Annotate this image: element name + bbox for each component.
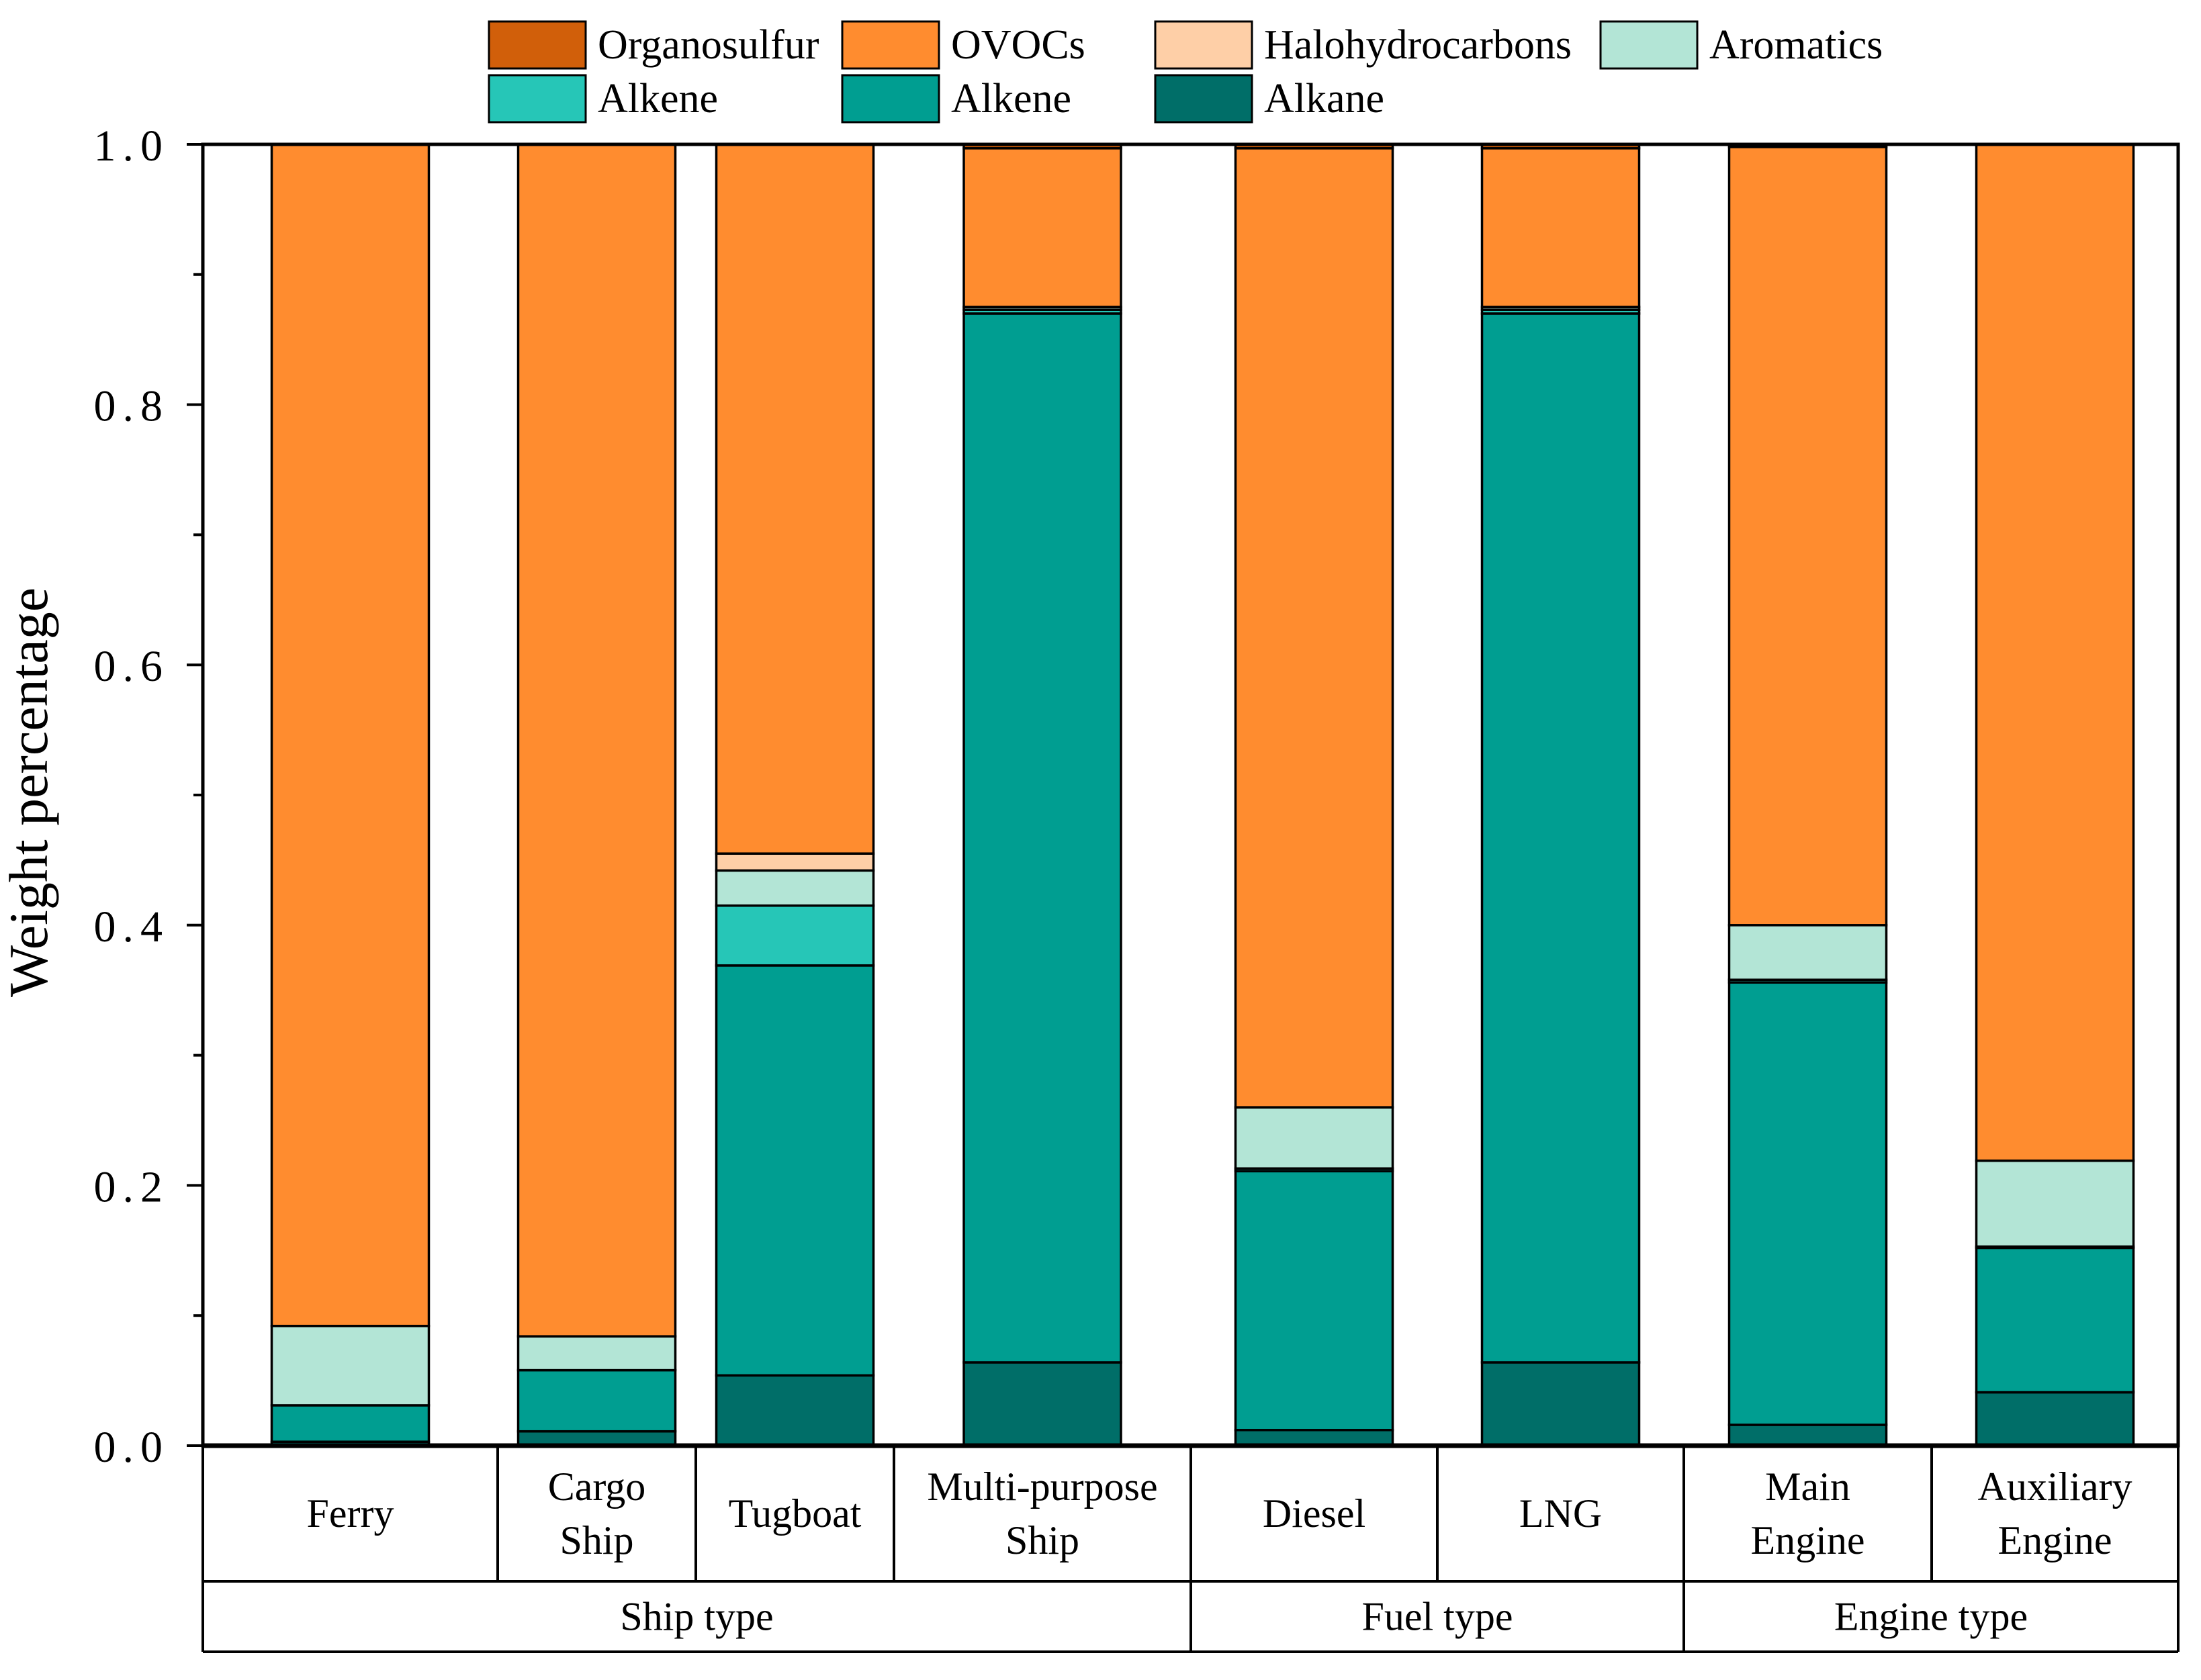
bar-segment-cargo-ship-aromatics-3 [516, 1335, 677, 1372]
category-label: Diesel [1263, 1491, 1365, 1536]
category-label: LNG [1519, 1491, 1602, 1536]
bar-segment-auxiliary-engine-alkane-0 [1975, 1391, 2135, 1447]
bar-segment-lng-alkane-0 [1480, 1361, 1641, 1447]
bar-segment-ferry-alkene-1 [270, 1404, 431, 1443]
bar-segment-cargo-ship-ovocs-5 [516, 143, 677, 1338]
bar-segment-main-engine-ovocs-5 [1727, 146, 1888, 927]
bar-segment-tugboat-ovocs-5 [715, 143, 875, 855]
legend-swatch [488, 20, 587, 70]
bar-segment-diesel-aromatics-3 [1234, 1106, 1394, 1170]
bar-segment-tugboat-alkene-1 [715, 964, 875, 1377]
bar-segment-main-engine-alkane-0 [1727, 1424, 1888, 1447]
legend-label: Alkane [1264, 76, 1384, 122]
legend: Organosulfur OVOCs Halohydrocarbons Aromati… [488, 20, 1883, 124]
legend-swatch [488, 74, 587, 124]
legend-label: Organosulfur [598, 22, 819, 68]
y-axis-label: Weight percentage [0, 588, 59, 997]
bar-segment-main-engine-aromatics-3 [1727, 924, 1888, 981]
category-table: Ferry Cargo Ship Tugboat Multi-purpose Ship Di… [201, 1446, 2180, 1653]
legend-label: Alkene [598, 76, 718, 122]
bar-segment-tugboat-halohydrocarbons-4 [715, 852, 875, 872]
bar-segment-ferry-aromatics-3 [270, 1324, 431, 1407]
category-label: Ferry [307, 1491, 394, 1536]
bar-segment-lng-alkene-1 [1480, 312, 1641, 1364]
bar-segment-tugboat-aromatics-3 [715, 869, 875, 907]
legend-swatch [841, 20, 940, 70]
category-label: Cargo Ship [548, 1464, 646, 1562]
bar-segment-tugboat-alkane-0 [715, 1374, 875, 1447]
bar-segment-tugboat-alkene-2 [715, 904, 875, 967]
bar-segment-auxiliary-engine-alkene-1 [1975, 1246, 2135, 1394]
y-tick-label: 1.0 [94, 122, 170, 171]
category-label: Multi-purpose Ship [927, 1464, 1157, 1562]
legend-swatch [1154, 20, 1253, 70]
bar-segment-auxiliary-engine-ovocs-5 [1975, 143, 2135, 1162]
y-tick-label: 0.6 [94, 642, 170, 691]
bar-segment-diesel-ovocs-5 [1234, 147, 1394, 1109]
y-tick-label: 0.4 [94, 902, 170, 951]
bar-segment-multi-purpose-ship-alkene-1 [962, 312, 1122, 1364]
y-tick-label: 0.8 [94, 382, 170, 431]
y-tick-label: 0.0 [94, 1423, 170, 1472]
group-label: Ship type [620, 1595, 773, 1639]
legend-swatch [1154, 74, 1253, 124]
bar-segment-cargo-ship-alkene-1 [516, 1368, 677, 1433]
group-label: Fuel type [1362, 1595, 1513, 1639]
y-tick-label: 0.2 [94, 1162, 170, 1211]
legend-label: Halohydrocarbons [1264, 22, 1572, 68]
bar-segment-auxiliary-engine-aromatics-3 [1975, 1159, 2135, 1248]
category-label: Tugboat [729, 1491, 862, 1536]
group-label: Engine type [1834, 1595, 2028, 1639]
bar-segment-diesel-alkene-1 [1234, 1170, 1394, 1432]
bar-segment-multi-purpose-ship-alkane-0 [962, 1361, 1122, 1447]
bar-segment-multi-purpose-ship-ovocs-5 [962, 147, 1122, 308]
y-axis: 0.0 0.2 0.4 0.6 0.8 1.0 [94, 122, 203, 1472]
legend-label: Aromatics [1709, 22, 1883, 68]
category-label: Main Engine [1751, 1464, 1865, 1562]
legend-swatch [841, 74, 940, 124]
legend-label: Alkene [951, 76, 1071, 122]
legend-label: OVOCs [951, 22, 1085, 68]
category-label: Auxiliary Engine [1978, 1464, 2132, 1562]
legend-swatch [1599, 20, 1699, 70]
bar-segment-main-engine-alkene-1 [1727, 981, 1888, 1426]
bars [270, 143, 2135, 1447]
bar-segment-ferry-ovocs-5 [270, 143, 431, 1327]
bar-segment-lng-ovocs-5 [1480, 147, 1641, 308]
